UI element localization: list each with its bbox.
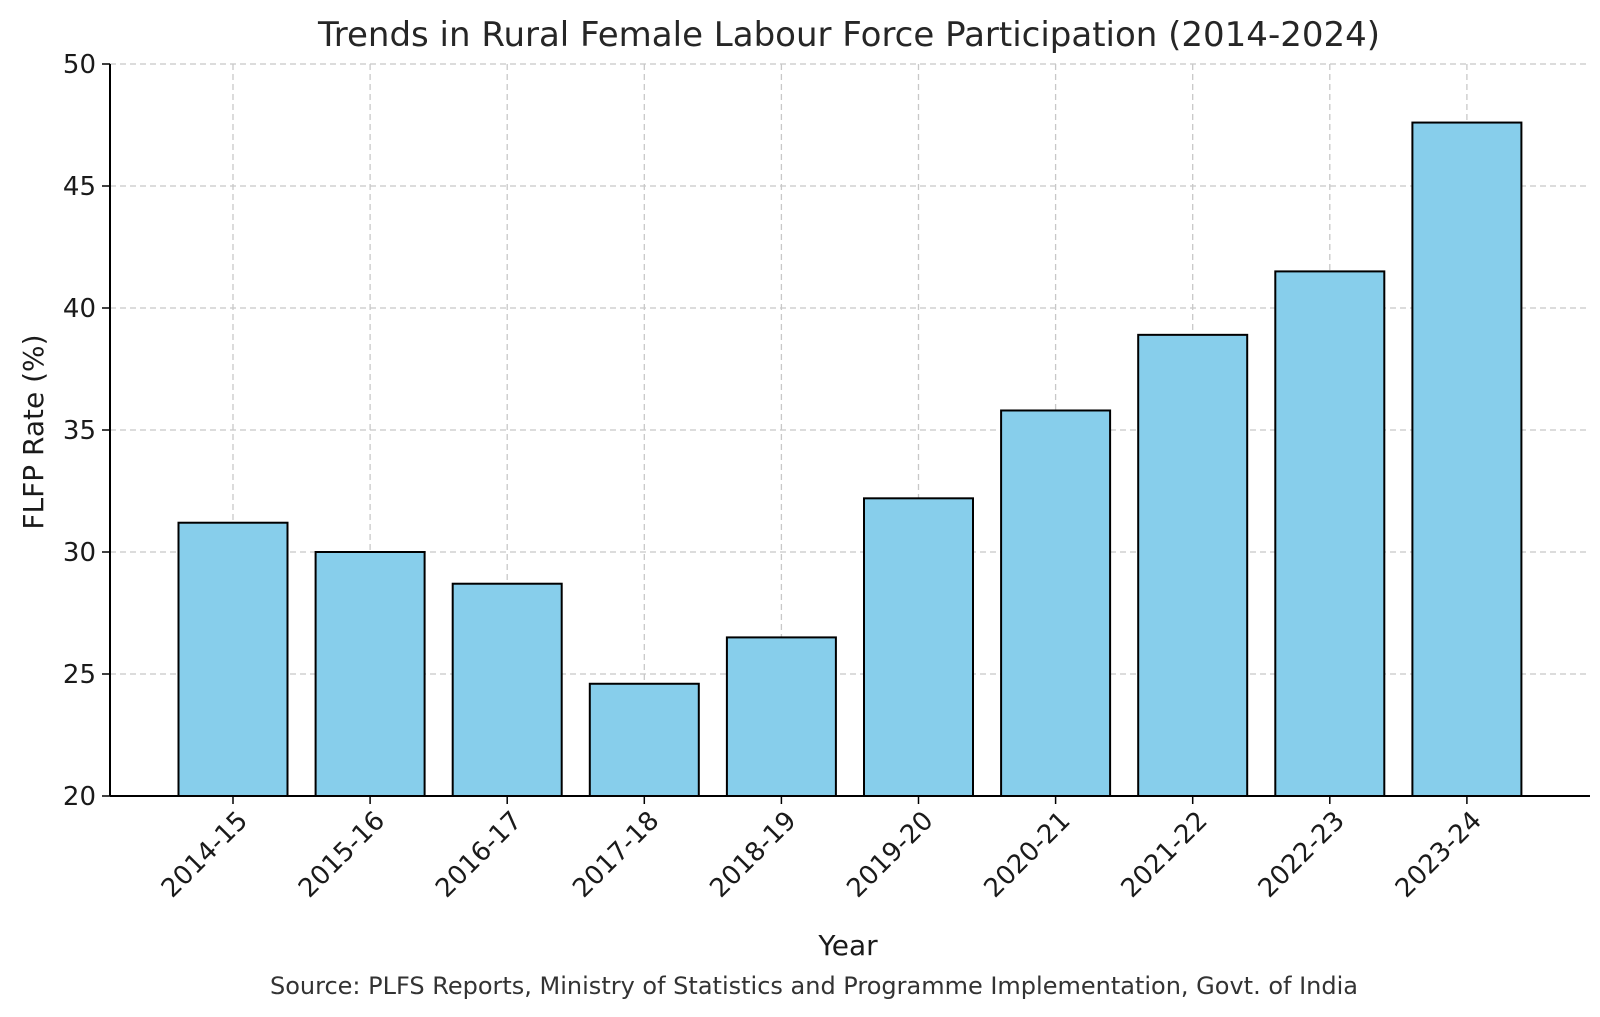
chart-title: Trends in Rural Female Labour Force Part… xyxy=(317,15,1380,55)
bar-2015-16 xyxy=(314,551,426,797)
x-tick-label: 2020-21 xyxy=(979,806,1077,904)
bars xyxy=(177,121,1523,798)
x-tick-label: 2023-24 xyxy=(1390,806,1488,904)
y-tick-label: 20 xyxy=(63,782,96,812)
bar-2020-21 xyxy=(1000,409,1112,797)
bar-2019-20 xyxy=(863,497,974,797)
y-tick-label: 35 xyxy=(63,416,96,446)
x-tick-label: 2014-15 xyxy=(156,806,254,904)
x-axis-label: Year xyxy=(817,929,878,962)
bar-2021-22 xyxy=(1137,333,1249,797)
bar-2014-15 xyxy=(177,521,289,797)
x-tick-label: 2017-18 xyxy=(567,806,665,904)
bar-2016-17 xyxy=(451,582,563,797)
x-tick-label: 2021-22 xyxy=(1116,806,1214,904)
x-tick-label: 2022-23 xyxy=(1253,806,1351,904)
bar-2017-18 xyxy=(588,682,700,798)
x-tick-label: 2018-19 xyxy=(704,806,802,904)
bar-2018-19 xyxy=(725,636,837,798)
y-tick-label: 40 xyxy=(63,294,96,324)
y-axis-label: FLFP Rate (%) xyxy=(17,334,50,529)
y-tick-label: 45 xyxy=(63,172,96,202)
x-tick-label: 2015-16 xyxy=(293,806,391,904)
y-tick-label: 50 xyxy=(63,50,96,80)
x-tick-label: 2019-20 xyxy=(841,806,939,904)
bar-2023-24 xyxy=(1411,121,1523,797)
x-axis-ticks: 2014-15 2015-16 2016-17 2017-18 2018-19 2019-… xyxy=(156,796,1488,904)
source-note: Source: PLFS Reports, Ministry of Statis… xyxy=(270,972,1358,1000)
bar-2022-23 xyxy=(1274,270,1386,797)
y-axis-ticks: 20 25 30 35 40 45 50 xyxy=(63,50,110,812)
y-tick-label: 25 xyxy=(63,660,96,690)
x-tick-label: 2016-17 xyxy=(430,806,528,904)
y-tick-label: 30 xyxy=(63,538,96,568)
